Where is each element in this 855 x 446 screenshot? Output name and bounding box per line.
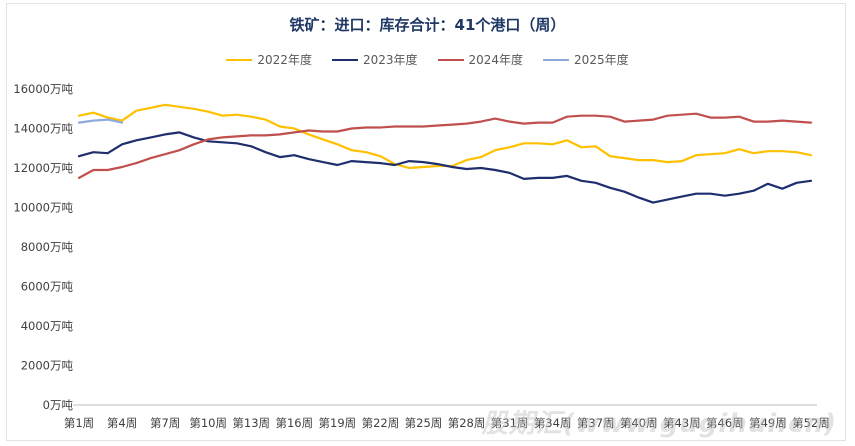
x-tick-label-4: 第13周 [232,416,270,430]
y-tick-label-8: 16000万吨 [13,82,73,96]
legend-swatch-0 [226,58,253,61]
legend-item-3: 2025年度 [543,51,629,68]
legend-item-0: 2022年度 [226,51,312,68]
y-tick-label-0: 0万吨 [43,398,74,412]
legend-label-0: 2022年度 [257,53,312,67]
legend-label-2: 2024年度 [468,53,524,67]
x-tick-label-13: 第40周 [620,416,658,430]
legend-label-3: 2025年度 [574,53,629,67]
series-line-3 [77,118,124,124]
x-tick-label-2: 第7周 [150,416,180,430]
legend-item-2: 2024年度 [437,51,524,68]
x-tick-label-7: 第22周 [362,416,400,430]
x-tick-label-10: 第31周 [491,416,529,430]
legend-swatch-3 [543,58,570,61]
y-tick-label-6: 12000万吨 [13,161,73,175]
x-tick-label-8: 第25周 [405,416,443,430]
y-tick-label-4: 8000万吨 [21,240,74,254]
y-tick-label-3: 6000万吨 [21,280,74,294]
watermark-text: 股期汇(www.gugihui.cn) [481,409,837,439]
x-tick-label-6: 第19周 [319,416,357,430]
x-tick-label-0: 第1周 [64,416,94,430]
x-tick-label-17: 第52周 [792,416,830,430]
series-line-1 [77,131,813,204]
chart-frame [6,3,846,441]
y-tick-label-7: 14000万吨 [13,122,73,136]
chart-title: 铁矿：进口：库存合计：41个港口（周） [289,16,566,34]
x-tick-label-16: 第49周 [749,416,787,430]
y-tick-label-5: 10000万吨 [13,201,73,215]
legend-item-1: 2023年度 [331,51,418,68]
x-tick-label-1: 第4周 [107,416,137,430]
x-tick-label-9: 第28周 [448,416,486,430]
series-line-2 [77,112,813,179]
x-tick-label-11: 第34周 [534,416,572,430]
x-tick-label-3: 第10周 [189,416,227,430]
legend-label-1: 2023年度 [362,53,418,67]
legend-swatch-2 [437,58,464,61]
x-tick-label-15: 第46周 [706,416,744,430]
y-tick-label-1: 2000万吨 [21,359,74,373]
legend-swatch-1 [331,58,358,61]
y-tick-label-2: 4000万吨 [21,319,74,333]
x-tick-label-5: 第16周 [275,416,313,430]
x-tick-label-14: 第43周 [663,416,701,430]
chart-legend: 2022年度 2023年度 2024年度 2025年度 [0,51,855,68]
x-tick-label-12: 第37周 [577,416,615,430]
